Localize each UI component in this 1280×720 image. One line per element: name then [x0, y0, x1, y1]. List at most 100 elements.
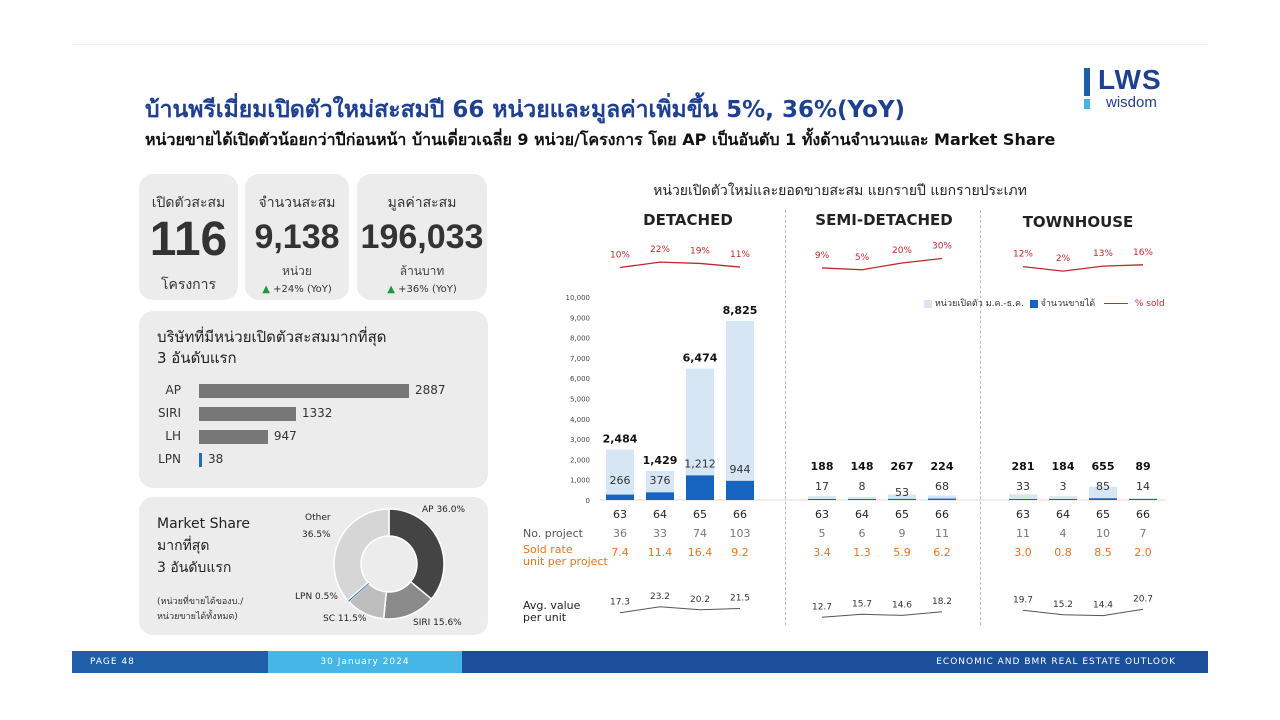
bar-launched-townhouse — [1009, 494, 1037, 500]
avg-value-label: 12.7 — [812, 602, 832, 612]
projects-value: 11 — [935, 527, 949, 540]
legend-launched-swatch — [924, 299, 932, 308]
pct-sold-label: 30% — [932, 242, 952, 252]
x-tick-year: 63 — [613, 508, 627, 521]
ms-label-other-pct: 36.5% — [302, 530, 331, 540]
avg-value-line-townhouse — [1022, 608, 1144, 617]
bar-launched-label: 224 — [931, 460, 954, 473]
top3-title-line1: บริษัทที่มีหน่วยเปิดตัวสะสมมากที่สุด — [157, 328, 387, 346]
avg-value-label: 19.7 — [1013, 595, 1033, 605]
bar-sold-label: 266 — [610, 474, 631, 487]
avg-value-label: 20.7 — [1133, 594, 1153, 604]
x-tick-year: 65 — [895, 508, 909, 521]
projects-value: 36 — [613, 527, 627, 540]
bar-launched-label: 281 — [1012, 460, 1035, 473]
bar-sold-label: 33 — [1016, 480, 1030, 493]
ms-note-line1: (หน่วยที่ขายได้ของบ./ — [157, 597, 244, 607]
y-tick-label: 9,000 — [570, 314, 590, 322]
kpi-value-label: มูลค่าสะสม — [387, 195, 457, 211]
y-tick-label: 5,000 — [570, 396, 590, 404]
y-tick-label: 2,000 — [570, 456, 590, 464]
top3-row-value: 38 — [208, 452, 224, 466]
top3-row-value: 2887 — [415, 383, 446, 397]
y-tick-label: 0 — [586, 497, 590, 505]
bar-sold-label: 17 — [815, 480, 829, 493]
avg-value-label: 23.2 — [650, 592, 670, 602]
kpi-units-value: 9,138 — [254, 218, 340, 256]
bar-launched-label: 188 — [811, 460, 834, 473]
y-tick-label: 6,000 — [570, 375, 590, 383]
avg-value-label: 15.2 — [1053, 600, 1073, 610]
kpi-projects-card: เปิดตัวสะสม 116 โครงการ — [139, 174, 238, 300]
section-townhouse-title: TOWNHOUSE — [1022, 213, 1134, 231]
x-tick-year: 63 — [815, 508, 829, 521]
sold-rate-value: 1.3 — [853, 546, 871, 559]
row-label-avg: Avg. value per unit — [523, 600, 580, 624]
top3-row-bar — [199, 407, 296, 421]
bar-launched-detached — [606, 449, 634, 500]
x-tick-year: 65 — [693, 508, 707, 521]
x-tick-year: 66 — [935, 508, 949, 521]
bar-sold-townhouse — [1009, 499, 1037, 500]
logo-accent-icon — [1084, 99, 1090, 109]
projects-value: 7 — [1140, 527, 1147, 540]
ms-label-lpn: LPN 0.5% — [295, 592, 338, 602]
logo-bar-icon — [1084, 68, 1090, 96]
bar-sold-detached — [646, 492, 674, 500]
bar-sold-label: 944 — [730, 463, 751, 476]
sold-rate-value: 6.2 — [933, 546, 951, 559]
ms-label-sc: SC 11.5% — [323, 614, 367, 624]
bar-sold-detached — [606, 494, 634, 500]
bar-launched-label: 184 — [1052, 460, 1075, 473]
ms-label-ap: AP 36.0% — [422, 505, 466, 515]
projects-value: 33 — [653, 527, 667, 540]
legend-launched-label: หน่วยเปิดตัว ม.ค.-ธ.ค. — [934, 299, 1024, 309]
x-tick-year: 64 — [653, 508, 667, 521]
market-share-title: Market Share มากที่สุด 3 อันดับแรก — [157, 513, 250, 579]
bar-launched-label: 1,429 — [643, 454, 678, 467]
top3-row-ap: AP 2887 — [139, 383, 488, 399]
footer-report-name: ECONOMIC AND BMR REAL ESTATE OUTLOOK — [936, 657, 1176, 667]
kpi-projects-value: 116 — [149, 213, 228, 266]
bar-launched-detached — [726, 320, 754, 500]
bar-launched-semi-detached — [808, 496, 836, 500]
legend-pct-swatch — [1104, 303, 1129, 304]
kpi-value-unit: ล้านบาท — [399, 264, 445, 278]
pct-sold-label: 2% — [1056, 254, 1071, 264]
top3-row-value: 1332 — [301, 406, 333, 420]
y-tick-label: 1,000 — [570, 477, 590, 485]
top3-row-label: LPN — [158, 452, 181, 466]
projects-value: 9 — [899, 527, 906, 540]
kpi-value-yoy-value: +36% — [398, 284, 429, 295]
bar-launched-label: 148 — [851, 460, 874, 473]
top3-title: บริษัทที่มีหน่วยเปิดตัวสะสมมากที่สุด 3 อ… — [157, 327, 386, 369]
bar-sold-label: 85 — [1096, 480, 1110, 493]
pct-sold-label: 9% — [815, 251, 830, 261]
ms-label-other: Other — [305, 513, 331, 523]
legend-sold-swatch — [1029, 299, 1038, 308]
x-tick-year: 66 — [733, 508, 747, 521]
bar-launched-label: 89 — [1135, 460, 1150, 473]
projects-value: 74 — [693, 527, 707, 540]
bar-launched-label: 267 — [891, 460, 914, 473]
legend-pct-label: % sold — [1134, 299, 1165, 309]
top3-row-bar — [199, 453, 202, 467]
bar-launched-label: 2,484 — [603, 433, 638, 446]
ms-note-line2: หน่วยขายได้ทั้งหมด) — [157, 612, 238, 622]
avg-value-label: 20.2 — [690, 595, 710, 605]
legend-sold-label: จำนวนขายได้ — [1040, 299, 1096, 309]
bar-sold-label: 376 — [650, 474, 671, 487]
page-title: บ้านพรีเมี่ยมเปิดตัวใหม่สะสมปี 66 หน่วยแ… — [145, 97, 906, 123]
row-label-soldrate-2: unit per project — [523, 555, 608, 568]
pct-sold-label: 22% — [650, 245, 670, 255]
top3-row-label: SIRI — [157, 406, 181, 420]
kpi-value-yoy-suffix: (YoY) — [431, 284, 457, 295]
kpi-units-yoy: ▲ +24% (YoY) — [245, 284, 349, 295]
kpi-value-yoy: ▲ +36% (YoY) — [357, 284, 487, 295]
bar-launched-label: 8,825 — [723, 304, 758, 317]
row-label-project: No. project — [523, 527, 583, 540]
bar-sold-townhouse — [1129, 499, 1157, 500]
bar-sold-townhouse — [1089, 498, 1117, 500]
bar-sold-semi-detached — [848, 499, 876, 500]
lws-logo: LWS wisdom — [1084, 64, 1194, 114]
